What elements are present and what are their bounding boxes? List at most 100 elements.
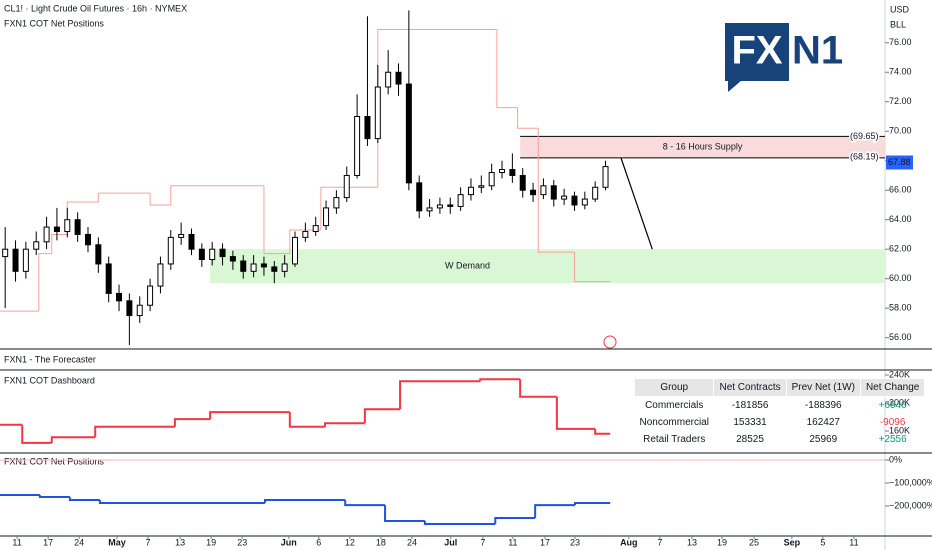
chart-subtitle: FXN1 COT Net Positions — [4, 18, 104, 28]
x-tick-label: 13 — [175, 537, 185, 547]
candle-body — [343, 174, 350, 199]
x-tick-label: 7 — [480, 537, 485, 547]
step-line — [363, 408, 401, 424]
logo-text: FX — [731, 29, 782, 73]
step-line — [170, 185, 264, 205]
candle-body — [84, 233, 91, 246]
zone-label: W Demand — [445, 261, 490, 271]
x-tick-label: 23 — [237, 537, 247, 547]
y-tick-label: 70.00 — [889, 126, 912, 136]
y-tick-label: 58.00 — [889, 303, 912, 313]
cot-table: Group Net Contracts Prev Net (1W) Net Chang… — [633, 378, 926, 448]
pane: −200,000% −100,000% 0% — [0, 454, 932, 525]
icon — [603, 335, 617, 349]
logo-box — [723, 21, 791, 83]
table-cell: 153331 — [733, 417, 767, 428]
step-line — [479, 378, 521, 382]
candle-body — [260, 263, 267, 268]
y-tick-label: 64.00 — [889, 214, 912, 224]
table-cell: 28525 — [736, 434, 764, 445]
step-line — [21, 424, 52, 444]
x-tick-label: 19 — [206, 537, 216, 547]
candle-body — [2, 248, 9, 258]
pane-title: FXN1 - The Forecaster — [4, 354, 96, 364]
candle-body — [323, 207, 330, 227]
step-line — [384, 505, 425, 522]
x-tick-label: Jul — [444, 537, 457, 547]
candle-body — [478, 185, 485, 188]
step-line — [324, 422, 365, 427]
zone-price-label: (69.65) — [850, 131, 879, 141]
candle-body — [581, 198, 588, 206]
step-line — [98, 500, 265, 505]
unit: BLL — [890, 19, 906, 29]
x-tick-label: 17 — [43, 537, 53, 547]
step-line — [555, 396, 596, 430]
step-line — [66, 201, 99, 235]
header-cell: Net Contracts — [713, 378, 787, 397]
step-line — [399, 380, 481, 410]
candle-body — [22, 248, 29, 272]
header-cell: Prev Net (1W) — [785, 378, 861, 397]
candle-body — [519, 174, 526, 191]
y-tick-label: −200,000% — [889, 500, 932, 510]
x-tick-label: 17 — [540, 537, 550, 547]
zone — [210, 249, 885, 284]
candle-body — [395, 71, 402, 85]
table-cell: -181856 — [731, 400, 769, 411]
step-line — [97, 192, 151, 203]
last-price-label: 67.88 — [888, 157, 911, 167]
candle-body — [64, 219, 71, 233]
candle-body — [188, 233, 195, 250]
candle-body — [302, 231, 309, 238]
x-tick-label: 12 — [345, 537, 355, 547]
header-cell: Group — [633, 378, 715, 397]
x-tick-label: 11 — [12, 537, 21, 547]
zone-price-label: (68.19) — [850, 151, 879, 161]
arrow — [619, 154, 660, 265]
candle-body — [219, 248, 226, 258]
step-line — [517, 107, 539, 129]
candle-body — [312, 225, 319, 233]
candle-body — [147, 285, 154, 306]
arrow-line — [619, 154, 657, 261]
logo-tail — [728, 80, 742, 92]
candle-body — [550, 185, 557, 200]
header-cell: Net Change — [859, 378, 926, 397]
candle-body — [271, 266, 278, 272]
candle-body — [198, 248, 205, 261]
candle-body — [416, 182, 423, 212]
table-cell: -188396 — [804, 400, 842, 411]
candle-body — [333, 197, 340, 209]
candle-body — [457, 194, 464, 207]
zone — [520, 136, 885, 158]
candle-body — [364, 115, 371, 140]
step-line — [209, 411, 290, 420]
step-line — [537, 128, 575, 253]
y-tick-label: 72.00 — [889, 96, 912, 106]
table-cell: Retail Traders — [643, 434, 706, 445]
candle-body — [74, 219, 81, 235]
candle-body — [447, 204, 454, 207]
last-price-box — [886, 155, 913, 170]
candle-body — [116, 292, 123, 302]
candle-body — [571, 195, 578, 206]
table-cell: Commercials — [645, 400, 704, 411]
x-tick-label: 24 — [74, 537, 84, 547]
candle-body — [561, 195, 568, 200]
candle-body — [12, 248, 19, 272]
table-row: Retail Traders 28525 25969 +2556 — [635, 431, 925, 448]
x-tick-label: May — [108, 537, 126, 547]
x-tick-label: 11 — [508, 537, 517, 547]
y-tick-label: 0% — [889, 454, 902, 464]
candle-body — [250, 263, 257, 272]
candle-body — [374, 86, 381, 140]
candle-body — [126, 300, 133, 317]
y-tick-label: 60.00 — [889, 273, 912, 283]
candle-body — [602, 166, 609, 188]
x-tick-label: Aug — [620, 537, 638, 547]
step-line — [38, 494, 70, 499]
x-tick-label: 18 — [376, 537, 386, 547]
step-line — [519, 379, 557, 398]
